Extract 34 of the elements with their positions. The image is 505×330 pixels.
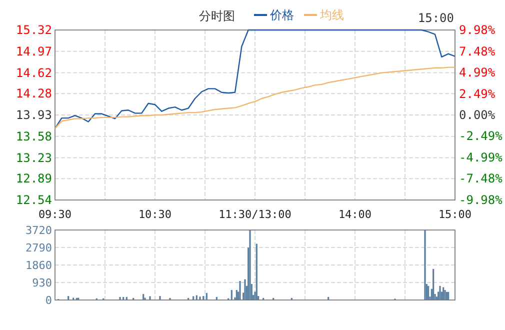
y2-tick-label: -2.49% <box>459 129 504 144</box>
x-tick-label: 10:30 <box>138 208 172 221</box>
x-tick-label: 14:00 <box>338 208 372 221</box>
legend-label: 价格 <box>269 8 294 22</box>
line-series <box>54 29 456 130</box>
y-tick-label: 13.23 <box>16 150 52 165</box>
line-series <box>54 66 456 130</box>
y2-tick-label: -4.99% <box>459 150 504 164</box>
x-tick-label: 09:30 <box>38 208 72 221</box>
text: 15:00 <box>418 11 454 25</box>
y2-tick-label: -7.48% <box>459 172 504 186</box>
y-tick-label: 2790 <box>26 242 52 254</box>
y2-tick-label: 7.48% <box>459 44 496 58</box>
x-tick-label: 15:00 <box>438 208 472 221</box>
y-tick-label: 15.32 <box>16 23 52 37</box>
y-tick-label: 0 <box>45 294 52 307</box>
y2-tick-label: -9.98% <box>459 193 504 207</box>
y2-tick-label: 4.99% <box>459 66 496 80</box>
y2-tick-label: 9.98% <box>459 23 496 37</box>
y-tick-label: 13.93 <box>16 108 52 122</box>
y-tick-label: 12.54 <box>16 193 52 207</box>
y-tick-label: 3720 <box>26 224 52 237</box>
y2-tick-label: 0.00% <box>459 108 496 122</box>
y-tick-label: 1860 <box>26 259 52 272</box>
y-tick-label: 13.58 <box>16 129 52 144</box>
legend-label: 均线 <box>319 8 344 22</box>
x-tick-label: 11:30/13:00 <box>218 208 292 221</box>
y-tick-label: 12.89 <box>16 172 52 186</box>
y-tick-label: 14.62 <box>16 66 52 80</box>
chart-title: 分时图 <box>199 9 235 23</box>
y-tick-label: 14.28 <box>16 86 52 101</box>
y-tick-label: 14.97 <box>16 44 52 58</box>
y2-tick-label: 2.49% <box>459 86 496 101</box>
y-tick-label: 930 <box>32 276 52 290</box>
